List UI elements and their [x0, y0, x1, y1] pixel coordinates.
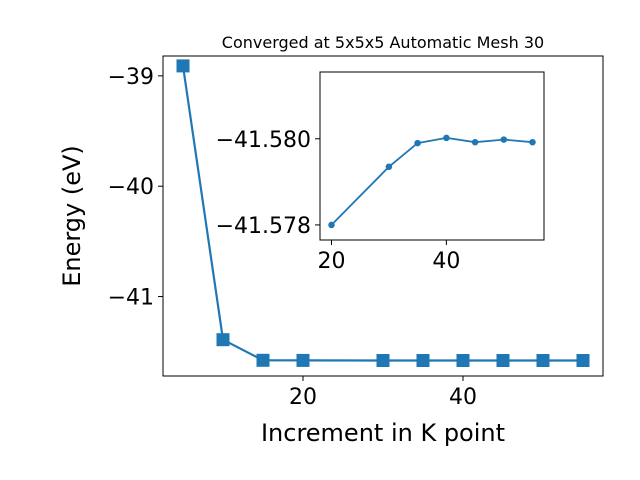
inset-data-point-4	[471, 138, 479, 146]
inset-plot: 20 40 −41.580 −41.578	[216, 71, 545, 274]
main-x-tick-label-1: 40	[449, 385, 477, 410]
main-data-point-5	[416, 354, 430, 367]
inset-data-point-0	[328, 221, 335, 229]
main-axes: 20 40 −39 −40 −41	[108, 65, 477, 410]
inset-data-point-1	[385, 163, 393, 171]
main-data-point-9	[576, 354, 590, 367]
main-data-point-0	[176, 59, 190, 73]
main-axes-frame	[162, 55, 604, 377]
main-data-point-4	[376, 354, 390, 367]
inset-data-point-3	[443, 134, 450, 142]
inset-y-tick-label-0: −41.580	[216, 128, 311, 153]
inset-x-tick-label-1: 40	[432, 249, 460, 274]
y-axis-title: Energy (eV)	[58, 145, 86, 287]
inset-data-point-2	[414, 139, 421, 147]
main-series-marks	[176, 59, 590, 367]
main-data-point-2	[256, 353, 270, 367]
main-data-point-7	[496, 354, 510, 367]
inset-series-marks	[328, 134, 536, 229]
inset-axes-frame	[319, 71, 545, 241]
main-x-tick-label-0: 20	[289, 385, 317, 410]
inset-background	[320, 72, 544, 240]
x-axis-title: Increment in K point	[261, 419, 505, 447]
main-data-point-1	[216, 333, 230, 347]
chart-title: Converged at 5x5x5 Automatic Mesh 30	[222, 33, 544, 52]
main-plot: 20 40 −39 −40 −41	[108, 55, 604, 410]
inset-data-point-5	[500, 136, 508, 143]
inset-y-tick-label-1: −41.578	[216, 214, 311, 239]
main-series-line	[181, 65, 583, 362]
main-data-point-3	[296, 353, 310, 367]
main-y-tick-label-2: −41	[108, 286, 154, 311]
main-y-tick-label-0: −39	[108, 65, 154, 90]
main-y-tick-label-1: −40	[108, 175, 154, 200]
main-data-point-8	[536, 354, 550, 367]
inset-axes: 20 40 −41.580 −41.578	[216, 128, 461, 274]
main-data-point-6	[456, 354, 470, 367]
inset-data-point-6	[529, 138, 536, 146]
inset-x-tick-label-0: 20	[317, 249, 345, 274]
